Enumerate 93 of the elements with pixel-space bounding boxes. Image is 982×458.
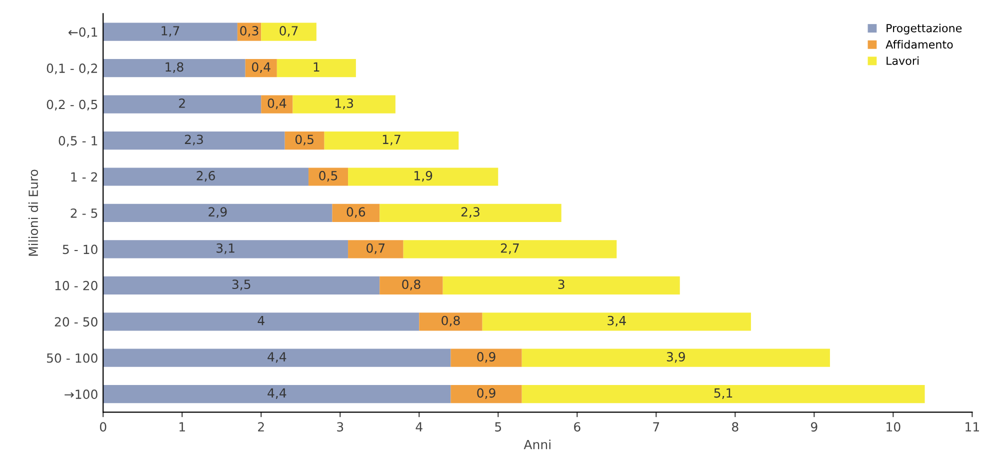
data-label: 2,7 bbox=[500, 243, 519, 254]
bar bbox=[245, 59, 277, 78]
x-tick-label: 6 bbox=[574, 422, 580, 432]
y-tick-label: 5 - 10 bbox=[62, 244, 98, 254]
data-label: 3,5 bbox=[232, 280, 250, 290]
bar bbox=[332, 204, 380, 222]
bar bbox=[482, 312, 751, 331]
bar bbox=[276, 59, 356, 78]
data-label: 0,7 bbox=[366, 243, 385, 254]
data-label: 5,1 bbox=[714, 388, 732, 399]
data-label: 4 bbox=[258, 316, 264, 326]
data-label: 2,3 bbox=[184, 134, 203, 146]
x-tick-label: 8 bbox=[732, 422, 738, 432]
data-label: 1,8 bbox=[166, 62, 184, 73]
y-tick-label: 0,5 - 1 bbox=[58, 136, 98, 147]
data-label: 0,8 bbox=[402, 280, 420, 290]
bar bbox=[261, 22, 316, 41]
y-tick-label: 0,2 - 0,5 bbox=[46, 100, 98, 110]
bar bbox=[103, 240, 348, 258]
data-label: 1,7 bbox=[162, 26, 180, 37]
data-label: 2,9 bbox=[208, 207, 227, 218]
bar bbox=[450, 385, 522, 404]
data-label: 0,5 bbox=[319, 170, 338, 182]
x-tick-label: 7 bbox=[653, 422, 660, 432]
data-label: 2,3 bbox=[461, 207, 480, 218]
data-label: 1,7 bbox=[382, 134, 400, 146]
bar bbox=[284, 131, 324, 150]
bar bbox=[261, 95, 293, 114]
bar bbox=[380, 276, 443, 294]
legend-label: Affidamento bbox=[886, 40, 953, 49]
data-label: 4,4 bbox=[268, 352, 286, 363]
data-label: 0,9 bbox=[477, 352, 496, 363]
y-axis-title: Milioni di Euro bbox=[28, 170, 38, 256]
data-label: 3,4 bbox=[608, 316, 626, 327]
bar bbox=[103, 348, 451, 367]
data-label: 0,3 bbox=[240, 26, 258, 37]
legend-label: Lavori bbox=[886, 56, 919, 65]
data-label: 3,9 bbox=[666, 352, 685, 363]
y-tick-label: 0,1 - 0,2 bbox=[46, 64, 97, 74]
bar bbox=[522, 385, 925, 404]
data-label: 1 bbox=[314, 62, 320, 72]
data-label: 2,6 bbox=[196, 170, 215, 182]
data-label: 1,3 bbox=[336, 98, 354, 110]
x-tick-label: 5 bbox=[495, 422, 502, 432]
bar bbox=[403, 240, 617, 258]
bar bbox=[103, 312, 420, 331]
bar bbox=[419, 312, 482, 331]
bar bbox=[103, 59, 246, 78]
data-label: 0,6 bbox=[346, 207, 366, 218]
data-label: 0,5 bbox=[295, 134, 314, 146]
data-label: 3,1 bbox=[216, 243, 234, 254]
data-label: 0,8 bbox=[442, 316, 460, 327]
bar bbox=[442, 276, 680, 294]
data-label: 0,4 bbox=[268, 98, 286, 110]
x-axis-title: Anni bbox=[524, 440, 550, 450]
data-label: 0,4 bbox=[252, 62, 270, 73]
bar bbox=[324, 131, 459, 150]
data-label: 1,9 bbox=[414, 170, 432, 182]
data-label: 4,4 bbox=[268, 388, 286, 399]
data-label: 3 bbox=[558, 280, 564, 290]
legend-label: Progettazione bbox=[886, 24, 962, 34]
y-tick-label: ←0,1 bbox=[68, 27, 98, 38]
y-tick-label: 10 - 20 bbox=[55, 280, 98, 290]
data-label: 0,9 bbox=[477, 388, 496, 399]
bar bbox=[450, 348, 522, 367]
data-label: 2 bbox=[179, 98, 185, 108]
x-tick-label: 9 bbox=[810, 422, 818, 432]
bar bbox=[103, 276, 380, 294]
x-tick-label: 2 bbox=[258, 422, 264, 432]
x-tick-label: 3 bbox=[337, 422, 344, 432]
x-tick-label: 10 bbox=[886, 422, 900, 432]
bar bbox=[522, 348, 830, 367]
bar bbox=[103, 22, 238, 41]
bar bbox=[103, 131, 285, 150]
bar bbox=[292, 95, 396, 114]
x-tick-label: 11 bbox=[966, 422, 979, 432]
y-tick-label: 2 - 5 bbox=[70, 208, 98, 218]
bar bbox=[103, 95, 262, 114]
y-tick-label: 1 - 2 bbox=[71, 172, 97, 182]
bar bbox=[380, 204, 562, 222]
bar bbox=[348, 168, 498, 186]
bar bbox=[103, 385, 451, 404]
data-label: 0,7 bbox=[280, 26, 298, 37]
bar bbox=[103, 168, 309, 186]
y-tick-label: 20 - 50 bbox=[54, 317, 98, 327]
y-tick-label: 50 - 100 bbox=[46, 353, 98, 363]
y-tick-label: →100 bbox=[64, 390, 98, 400]
bar bbox=[348, 240, 404, 258]
bar bbox=[103, 204, 332, 222]
x-tick-label: 4 bbox=[416, 422, 422, 432]
x-tick-label: 0 bbox=[100, 422, 106, 432]
x-tick-label: 1 bbox=[180, 422, 185, 432]
bar bbox=[308, 168, 348, 186]
